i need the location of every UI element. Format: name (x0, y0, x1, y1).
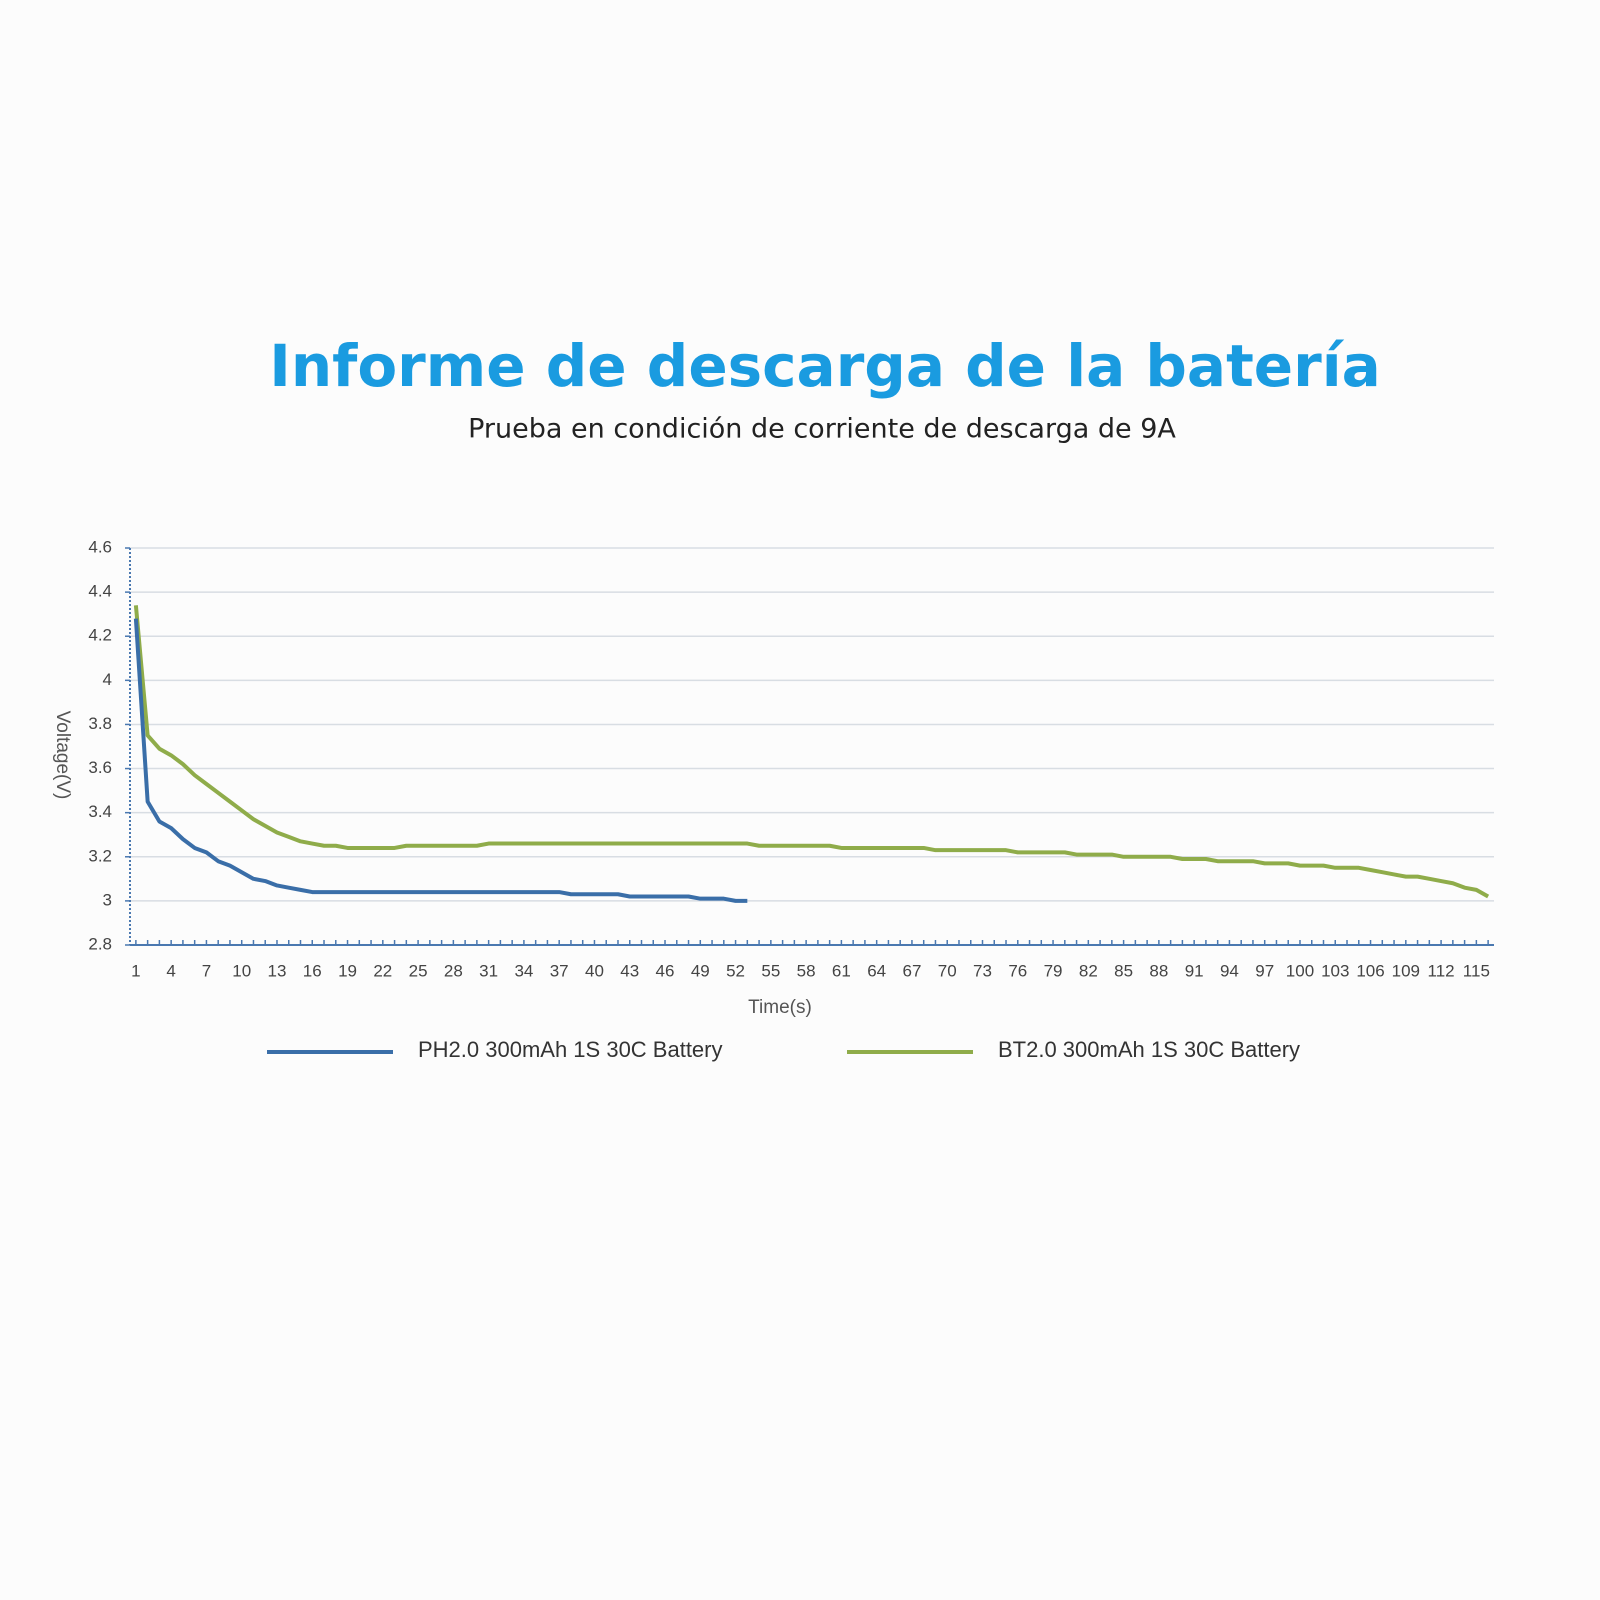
y-axis-label: Voltage(V) (52, 711, 73, 800)
x-tick-label: 7 (202, 961, 211, 980)
x-tick-label: 10 (232, 961, 251, 980)
chart-title: Informe de descarga de la batería (269, 332, 1381, 400)
x-tick-label: 16 (303, 961, 322, 980)
legend-label: PH2.0 300mAh 1S 30C Battery (418, 1037, 723, 1062)
x-tick-label: 58 (797, 961, 816, 980)
y-tick-label: 2.8 (88, 934, 112, 953)
x-tick-label: 115 (1463, 961, 1490, 980)
x-axis-label: Time(s) (748, 997, 812, 1018)
y-tick-label: 3.8 (88, 714, 112, 733)
x-tick-label: 31 (479, 961, 498, 980)
y-tick-label: 4.4 (88, 582, 112, 601)
x-tick-label: 88 (1149, 961, 1168, 980)
x-tick-label: 46 (656, 961, 675, 980)
x-tick-label: 91 (1185, 961, 1204, 980)
x-tick-label: 28 (444, 961, 463, 980)
series-line (133, 605, 1490, 899)
x-tick-label: 103 (1321, 961, 1349, 980)
x-tick-label: 49 (691, 961, 710, 980)
legend-label: BT2.0 300mAh 1S 30C Battery (998, 1037, 1300, 1062)
x-tick-label: 37 (550, 961, 569, 980)
y-tick-label: 4 (103, 670, 112, 689)
x-tick-label: 1 (131, 961, 140, 980)
chart-subtitle: Prueba en condición de corriente de desc… (468, 414, 1176, 445)
x-tick-label: 25 (409, 961, 428, 980)
x-tick-label: 76 (1008, 961, 1027, 980)
x-tick-label: 40 (585, 961, 604, 980)
y-tick-label: 3.2 (88, 846, 112, 865)
y-tick-label: 4.6 (88, 537, 112, 556)
y-tick-label: 3 (103, 890, 112, 909)
x-tick-label: 55 (761, 961, 780, 980)
series-line (133, 618, 748, 903)
x-tick-label: 13 (268, 961, 287, 980)
x-tick-label: 61 (832, 961, 851, 980)
x-tick-label: 43 (620, 961, 639, 980)
y-tick-label: 3.6 (88, 758, 112, 777)
x-tick-label: 109 (1392, 961, 1420, 980)
x-tick-label: 106 (1356, 961, 1384, 980)
x-tick-label: 34 (514, 961, 533, 980)
x-tick-label: 94 (1220, 961, 1239, 980)
y-tick-label: 4.2 (88, 626, 112, 645)
x-tick-label: 67 (902, 961, 921, 980)
x-tick-label: 22 (373, 961, 392, 980)
x-tick-label: 73 (973, 961, 992, 980)
y-tick-label: 3.4 (88, 802, 112, 821)
x-tick-label: 4 (166, 961, 175, 980)
x-tick-label: 100 (1286, 961, 1314, 980)
x-tick-label: 97 (1255, 961, 1274, 980)
x-tick-label: 64 (867, 961, 886, 980)
x-tick-label: 19 (338, 961, 357, 980)
x-tick-label: 85 (1114, 961, 1133, 980)
x-tick-label: 82 (1079, 961, 1098, 980)
x-tick-label: 52 (726, 961, 745, 980)
x-tick-label: 79 (1044, 961, 1063, 980)
x-tick-label: 70 (938, 961, 957, 980)
x-tick-label: 112 (1428, 961, 1455, 980)
